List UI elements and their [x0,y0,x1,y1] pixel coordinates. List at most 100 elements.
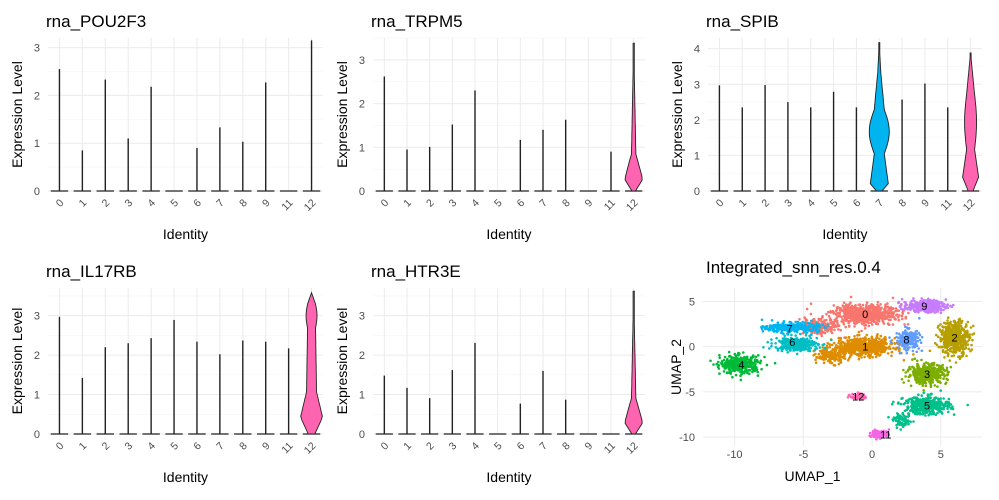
umap-point-cluster-2 [943,340,947,344]
violin-shape-12 [300,291,323,435]
umap-point-cluster-1 [838,359,842,362]
umap-point-cluster-5 [930,407,934,410]
umap-point-cluster-2 [969,349,972,353]
y-tick-label: 1 [34,138,40,150]
umap-point-cluster-0 [809,302,813,306]
umap-point-cluster-11 [874,431,878,435]
umap-point-cluster-1 [847,340,850,344]
umap-point-cluster-1 [890,354,893,358]
umap-point-cluster-1 [902,358,906,362]
umap-point-cluster-5 [907,398,910,402]
umap-point-cluster-2 [933,342,937,345]
umap-point-cluster-1 [833,364,837,367]
umap-point-cluster-7 [801,320,804,324]
umap-point-cluster-3 [922,389,925,392]
umap-point-cluster-4 [742,351,745,354]
umap-point-cluster-9 [939,311,943,315]
umap-point-cluster-0 [876,322,880,326]
umap-point-cluster-0 [896,316,900,319]
umap-point-cluster-0 [853,315,857,319]
umap-point-cluster-7 [810,333,813,337]
cluster-label: 2 [951,333,957,345]
umap-point-cluster-0 [847,315,850,319]
umap-point-cluster-1 [861,343,864,347]
umap-point-cluster-0 [877,317,881,320]
y-tick-label: 3 [34,43,40,55]
y-tick-label: 1 [359,390,365,402]
umap-point-cluster-3 [929,366,933,369]
umap-point-cluster-11 [871,433,874,437]
x-tick-label: -10 [727,449,743,461]
umap-point-cluster-5 [892,400,895,404]
umap-point-cluster-3 [902,381,905,384]
violin-shape-12 [624,290,643,435]
umap-point-cluster-1 [818,349,822,353]
umap-point-cluster-0 [874,306,877,309]
umap-point-cluster-2 [967,338,971,342]
umap-point-cluster-0 [818,318,822,322]
umap-point-cluster-2 [936,335,940,339]
umap-point-cluster-0 [885,315,888,318]
umap-point-cluster-0 [871,323,874,326]
umap-point-cluster-0 [869,304,872,308]
umap-point-cluster-9 [933,311,936,314]
umap-point-cluster-0 [827,314,831,318]
x-tick-label: 9 [260,440,273,453]
umap-point-cluster-3 [916,371,920,375]
umap-point-cluster-2 [966,335,970,339]
umap-point-cluster-1 [879,339,883,343]
umap-point-cluster-1 [834,353,837,357]
umap-point-cluster-1 [872,341,876,345]
umap-point-cluster-5 [918,408,922,412]
umap-point-cluster-3 [909,367,912,371]
umap-point-cluster-4 [755,366,758,369]
umap-point-cluster-1 [928,349,932,353]
umap-point-cluster-2 [959,320,962,323]
umap-point-cluster-5 [927,396,930,399]
umap-point-cluster-9 [934,306,938,310]
umap-point-cluster-5 [902,402,906,406]
umap-point-cluster-1 [883,339,887,343]
umap-point-cluster-0 [871,310,875,314]
umap-point-cluster-0 [867,305,870,309]
umap-point-cluster-1 [815,356,818,359]
umap-point-cluster-2 [965,330,968,334]
umap-point-cluster-4 [712,363,715,366]
umap-point-cluster-1 [865,348,868,351]
cluster-label: 1 [862,342,868,354]
panel-title: Integrated_snn_res.0.4 [706,258,881,277]
y-tick-label: 1 [359,142,365,154]
umap-point-cluster-2 [948,321,952,325]
umap-point-cluster-2 [941,349,945,352]
umap-point-cluster-7 [811,327,814,331]
umap-point-cluster-9 [952,303,955,307]
y-tick-label: 0 [359,429,365,441]
y-axis-label: Expression Level [334,61,350,168]
umap-point-cluster-6 [795,347,799,351]
umap-point-cluster-1 [868,343,872,347]
umap-point-cluster-4 [744,365,748,369]
umap-point-cluster-7 [815,322,819,325]
umap-point-cluster-0 [849,316,853,320]
umap-point-cluster-5 [912,401,915,405]
umap-point-cluster-7 [796,320,800,324]
umap-point-cluster-0 [857,308,860,312]
umap-point-cluster-7 [803,329,806,333]
umap-point-cluster-2 [960,337,963,341]
x-tick-label: -5 [798,449,808,461]
umap-point-cluster-3 [911,358,914,361]
umap-point-cluster-5 [919,412,923,416]
y-tick-label: 3 [359,311,365,323]
umap-point-cluster-2 [949,347,952,350]
umap-point-cluster-2 [972,324,975,328]
umap-point-cluster-0 [873,310,877,313]
umap-point-cluster-2 [967,347,971,351]
umap-point-cluster-4 [718,356,721,360]
umap-point-cluster-2 [960,326,963,330]
umap-point-cluster-1 [862,351,865,354]
umap-point-cluster-2 [943,356,946,359]
x-tick-label: 12 [302,197,319,214]
umap-point-cluster-1 [879,345,883,349]
